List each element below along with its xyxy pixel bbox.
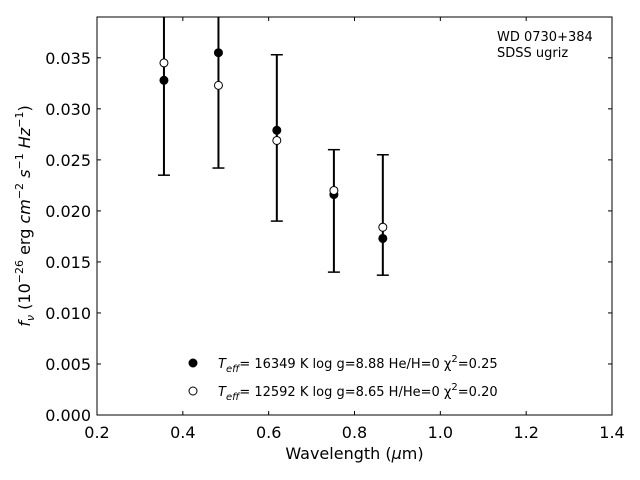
x-tick-label: 0.4	[170, 423, 195, 442]
annotation-object-name: WD 0730+384	[497, 30, 593, 45]
y-tick-label: 0.020	[45, 202, 91, 221]
point-filled-model	[213, 48, 223, 58]
legend-marker	[188, 386, 198, 396]
point-open-model	[272, 135, 282, 145]
y-tick-label: 0.015	[45, 253, 91, 272]
x-tick-label: 1.0	[428, 423, 453, 442]
legend-entry: Teff= 12592 K log g=8.65 H/He=0 χ2=0.20	[218, 382, 498, 403]
point-filled-model	[159, 75, 169, 85]
data-points	[159, 48, 388, 243]
legend: Teff= 16349 K log g=8.88 He/H=0 χ2=0.25 T…	[188, 354, 498, 403]
legend-entry: Teff= 16349 K log g=8.88 He/H=0 χ2=0.25	[218, 354, 498, 375]
y-tick-label: 0.000	[45, 406, 91, 425]
x-tick-label: 0.8	[342, 423, 367, 442]
y-axis-title: fν (10−26 erg cm−2 s−1 Hz−1)	[13, 105, 37, 326]
legend-marker	[188, 358, 198, 368]
y-tick-label: 0.025	[45, 151, 91, 170]
point-open-model	[213, 80, 223, 90]
plot-area	[96, 16, 613, 416]
y-tick-label: 0.005	[45, 355, 91, 374]
x-axis-title: Wavelength (μm)	[285, 444, 423, 463]
y-tick-label: 0.035	[45, 49, 91, 68]
x-tick-label: 1.4	[599, 423, 624, 442]
x-tick-label: 0.6	[256, 423, 281, 442]
x-tick-label: 1.2	[513, 423, 538, 442]
x-tick-label: 0.2	[84, 423, 109, 442]
y-tick-label: 0.030	[45, 100, 91, 119]
point-filled-model	[378, 233, 388, 243]
point-open-model	[159, 58, 169, 68]
point-open-model	[329, 185, 339, 195]
y-axis-ticks: 0.000 0.005 0.010 0.015 0.020 0.025 0.030 0.035	[45, 49, 612, 425]
x-axis-ticks: 0.2 0.4 0.6 0.8 1.0 1.2 1.4	[84, 17, 625, 442]
annotation-survey: SDSS ugriz	[497, 46, 568, 61]
y-tick-label: 0.010	[45, 304, 91, 323]
point-filled-model	[272, 125, 282, 135]
point-open-model	[378, 222, 388, 232]
